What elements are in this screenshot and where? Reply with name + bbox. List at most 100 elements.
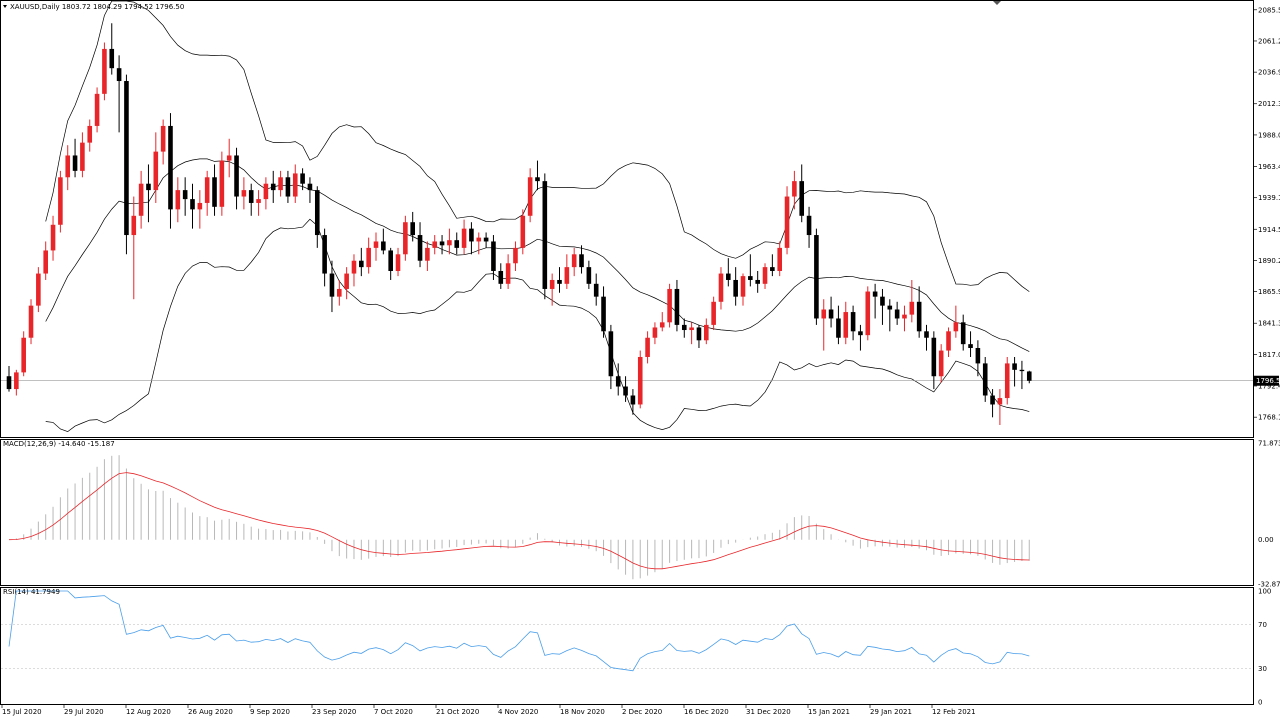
candle-bearish bbox=[990, 395, 995, 405]
rsi-tick-label: 100 bbox=[1258, 588, 1271, 596]
candle-bullish bbox=[131, 215, 137, 236]
x-tick-label: 18 Nov 2020 bbox=[560, 708, 605, 716]
x-tick-label: 9 Sep 2020 bbox=[250, 708, 290, 716]
candle-bearish bbox=[212, 177, 217, 207]
candle-bullish bbox=[87, 125, 93, 143]
bb-middle-line bbox=[45, 158, 1030, 352]
candle-bearish bbox=[329, 273, 335, 297]
macd-series bbox=[8, 455, 1030, 580]
candle-bearish bbox=[887, 305, 893, 310]
candle-bearish bbox=[270, 183, 276, 191]
candle-bearish bbox=[248, 190, 254, 203]
candle-bearish bbox=[1019, 369, 1025, 372]
y-tick-label: 1768.10 bbox=[1258, 414, 1280, 422]
candle-bullish bbox=[138, 183, 144, 216]
collapse-triangle-icon[interactable] bbox=[3, 5, 7, 8]
candle-bearish bbox=[696, 327, 702, 341]
candle-bullish bbox=[652, 327, 658, 338]
y-tick-label: 2061.20 bbox=[1258, 37, 1280, 45]
candle-bullish bbox=[637, 356, 643, 405]
y-tick-label: 1914.50 bbox=[1258, 226, 1280, 234]
candle-bearish bbox=[168, 125, 173, 210]
candle-bearish bbox=[615, 376, 621, 387]
candle-bullish bbox=[403, 222, 408, 255]
candle-bullish bbox=[395, 254, 401, 271]
candle-bullish bbox=[337, 288, 342, 297]
y-tick-label: 1792.40 bbox=[1258, 382, 1280, 390]
y-tick-label: 1865.90 bbox=[1258, 288, 1280, 296]
candle-bullish bbox=[58, 177, 63, 225]
x-tick-label: 16 Dec 2020 bbox=[684, 708, 729, 716]
candle-bullish bbox=[740, 276, 746, 297]
candle-bearish bbox=[307, 183, 313, 191]
candle-bullish bbox=[946, 331, 951, 351]
x-tick-label: 23 Sep 2020 bbox=[312, 708, 356, 716]
rsi-tick-label: 70 bbox=[1258, 621, 1267, 629]
candle-bullish bbox=[28, 305, 34, 338]
candle-bullish bbox=[865, 291, 871, 336]
candle-bearish bbox=[410, 222, 415, 236]
candle-bullish bbox=[226, 155, 232, 161]
rsi-panel[interactable] bbox=[0, 587, 1254, 705]
candle-bearish bbox=[1026, 371, 1032, 381]
candle-bearish bbox=[601, 296, 606, 332]
candle-bullish bbox=[718, 273, 724, 302]
candle-bearish bbox=[623, 386, 628, 396]
y-tick-label: 2085.50 bbox=[1258, 6, 1280, 14]
candle-bearish bbox=[916, 301, 922, 332]
candle-bearish bbox=[6, 376, 12, 390]
candle-bearish bbox=[498, 270, 504, 284]
candle-bearish bbox=[924, 331, 929, 338]
candle-bullish bbox=[476, 237, 482, 242]
macd-panel[interactable] bbox=[0, 439, 1254, 586]
candle-bullish bbox=[461, 228, 467, 248]
candle-bearish bbox=[836, 318, 841, 338]
candle-bullish bbox=[50, 224, 56, 251]
candle-bullish bbox=[219, 160, 225, 207]
candle-bullish bbox=[667, 288, 672, 323]
candle-bearish bbox=[894, 309, 900, 319]
candle-bearish bbox=[593, 283, 599, 297]
main-header: XAUUSD,Daily 1803.72 1804.29 1794.52 179… bbox=[10, 3, 184, 11]
candle-bearish bbox=[234, 155, 239, 197]
candle-bearish bbox=[755, 279, 760, 284]
candle-bullish bbox=[344, 273, 349, 289]
candle-bearish bbox=[182, 190, 188, 200]
rsi-line bbox=[8, 590, 1030, 672]
candle-bearish bbox=[116, 68, 122, 82]
candle-bullish bbox=[762, 267, 768, 284]
candle-bullish bbox=[704, 324, 709, 341]
candle-bullish bbox=[505, 263, 511, 284]
candle-bullish bbox=[21, 337, 26, 373]
candle-bullish bbox=[160, 125, 166, 152]
candle-bearish bbox=[982, 363, 988, 396]
candle-bullish bbox=[689, 327, 694, 331]
candle-bullish bbox=[278, 177, 283, 191]
candle-bullish bbox=[425, 247, 430, 261]
scroll-marker-icon[interactable] bbox=[993, 1, 1001, 5]
candle-bullish bbox=[153, 151, 159, 191]
candle-bullish bbox=[513, 247, 518, 264]
candle-bearish bbox=[630, 395, 636, 405]
candle-bearish bbox=[814, 235, 819, 319]
y-tick-label: 1890.20 bbox=[1258, 257, 1280, 265]
candle-bearish bbox=[557, 279, 562, 284]
candle-bearish bbox=[770, 267, 775, 271]
candle-bearish bbox=[300, 173, 305, 184]
candle-bearish bbox=[726, 273, 731, 280]
main-panel[interactable] bbox=[0, 0, 1254, 438]
candle-bearish bbox=[579, 254, 584, 268]
candle-bearish bbox=[417, 235, 423, 261]
candle-bullish bbox=[821, 309, 827, 319]
candle-bearish bbox=[109, 48, 115, 69]
axes: 2085.50 2061.20 2036.90 2012.30 1988.00 1963.… bbox=[1, 6, 1280, 716]
candle-bearish bbox=[850, 312, 856, 332]
rsi-tick-label: 30 bbox=[1258, 665, 1267, 673]
candle-bearish bbox=[681, 324, 687, 331]
candle-bullish bbox=[784, 196, 790, 248]
x-tick-label: 4 Nov 2020 bbox=[498, 708, 538, 716]
candle-bearish bbox=[388, 250, 393, 271]
candle-bearish bbox=[381, 241, 386, 251]
candle-bullish bbox=[938, 350, 944, 377]
